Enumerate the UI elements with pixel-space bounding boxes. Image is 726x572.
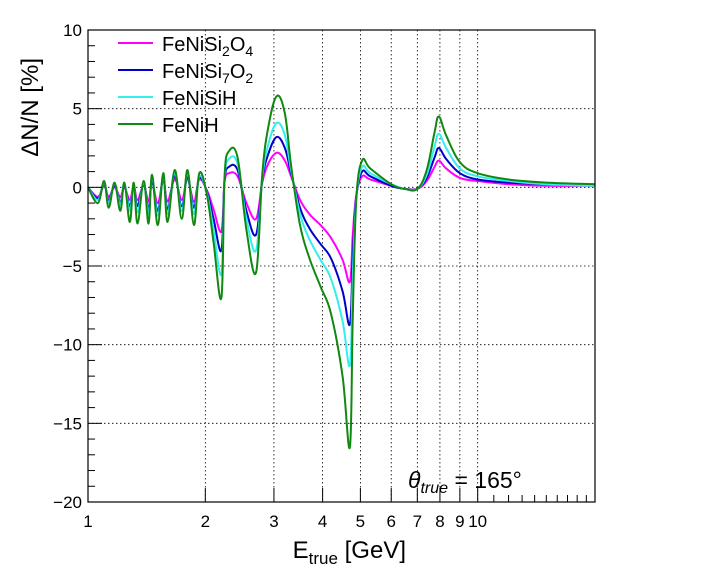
series-line-FeNiSi2O4 xyxy=(87,151,596,284)
x-tick-label: 9 xyxy=(455,512,464,531)
x-tick-label: 5 xyxy=(356,512,365,531)
x-axis-label-unit: [GeV] xyxy=(338,537,406,564)
series-line-FeNiSi7O2 xyxy=(87,135,596,327)
annotation-text: = 165° xyxy=(448,467,522,493)
x-axis-label: Etrue [GeV] xyxy=(293,537,406,568)
y-axis-label: ΔN/N [%] xyxy=(17,58,44,157)
x-tick-label: 1 xyxy=(83,512,92,531)
y-tick-label: −15 xyxy=(53,414,82,433)
y-tick-label: −5 xyxy=(63,257,82,276)
annotation-symbol: θ xyxy=(408,467,421,493)
y-tick-label: −10 xyxy=(53,336,82,355)
x-tick-label: 3 xyxy=(269,512,278,531)
y-tick-label: 0 xyxy=(73,178,82,197)
y-tick-label: −20 xyxy=(53,493,82,512)
legend-label: FeNiSiH xyxy=(162,88,236,110)
x-tick-label: 2 xyxy=(201,512,210,531)
y-tick-label: 10 xyxy=(63,21,82,40)
legend-label: FeNiSi7O2 xyxy=(162,61,253,86)
y-tick-label: 5 xyxy=(73,100,82,119)
axis-ticks xyxy=(87,29,596,503)
plot-series xyxy=(87,94,596,450)
x-tick-label: 6 xyxy=(387,512,396,531)
angle-annotation: θtrue = 165° xyxy=(408,467,522,497)
series-line-FeNiSiH xyxy=(87,121,596,368)
legend-label: FeNiSi2O4 xyxy=(162,34,253,59)
x-tick-label: 4 xyxy=(318,512,327,531)
x-tick-label: 7 xyxy=(413,512,422,531)
x-axis-label-main: E xyxy=(293,537,309,564)
legend-label: FeNiH xyxy=(162,115,219,137)
x-tick-label: 10 xyxy=(468,512,487,531)
series-line-FeNiH xyxy=(87,94,596,450)
grid-lines xyxy=(88,30,595,502)
x-axis-label-sub: true xyxy=(309,549,338,568)
annotation-sub: true xyxy=(420,480,448,497)
x-tick-label: 8 xyxy=(435,512,444,531)
